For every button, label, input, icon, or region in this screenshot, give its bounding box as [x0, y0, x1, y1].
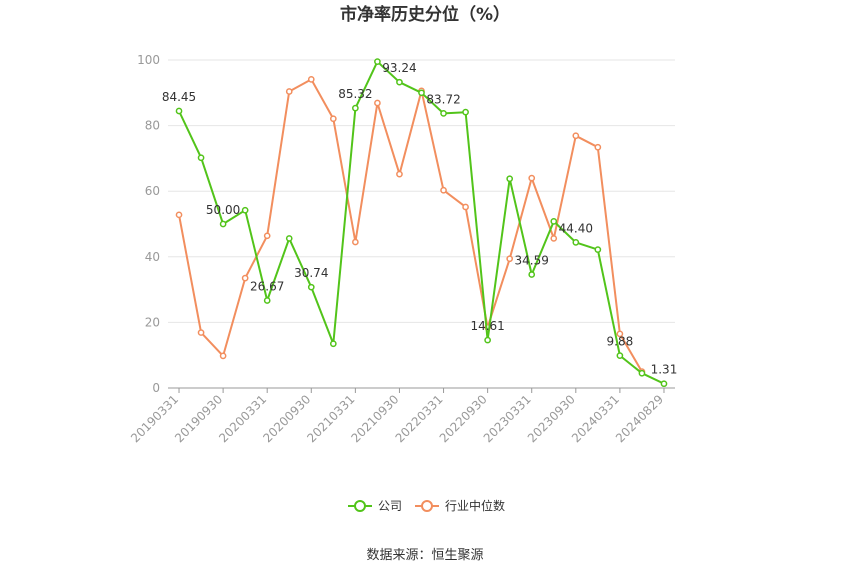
legend-marker — [421, 500, 433, 512]
data-point — [219, 352, 227, 360]
series-group — [175, 58, 668, 388]
grid — [168, 59, 675, 323]
chart-title: 市净率历史分位（%） — [340, 4, 510, 25]
data-point — [396, 78, 403, 86]
legend-label: 公司 — [378, 499, 402, 513]
y-tick-label: 20 — [145, 315, 160, 329]
data-point — [175, 107, 183, 115]
data-point — [352, 104, 359, 112]
data-point — [285, 235, 293, 242]
data-point — [594, 246, 602, 253]
y-axis: 0 20 40 60 80 100 — [137, 53, 160, 395]
data-point — [440, 110, 447, 117]
data-point — [175, 211, 183, 219]
data-label: 9.88 — [607, 335, 634, 349]
data-point — [484, 336, 491, 344]
data-point — [352, 238, 359, 246]
data-point — [616, 330, 624, 338]
data-point — [572, 132, 580, 140]
y-tick-label: 100 — [137, 53, 160, 67]
data-labels: 84.45 50.00 26.67 30.74 85.32 93.24 83.72 14.61… — [162, 61, 677, 377]
data-label: 85.32 — [338, 87, 372, 101]
data-point — [263, 297, 271, 304]
data-point — [329, 340, 337, 348]
data-point — [418, 89, 425, 97]
data-point — [528, 271, 536, 278]
data-point — [594, 143, 602, 151]
data-point — [462, 203, 469, 211]
legend-label: 行业中位数 — [445, 498, 505, 513]
y-tick-label: 0 — [152, 381, 160, 395]
data-point — [396, 170, 403, 178]
data-label: 84.45 — [162, 90, 196, 104]
data-point — [374, 58, 381, 65]
data-point — [263, 232, 271, 240]
data-label: 83.72 — [426, 92, 460, 106]
data-point — [638, 369, 646, 377]
data-point — [506, 175, 514, 183]
data-label: 26.67 — [250, 280, 284, 294]
y-tick-label: 40 — [145, 250, 160, 264]
data-point — [506, 255, 514, 263]
data-label: 50.00 — [206, 203, 240, 217]
data-label: 34.59 — [515, 254, 549, 268]
data-point — [307, 283, 315, 291]
data-point — [550, 218, 558, 225]
data-point — [241, 274, 249, 282]
data-point — [219, 220, 227, 228]
y-tick-label: 60 — [145, 184, 160, 198]
data-point — [572, 239, 580, 246]
data-point — [285, 88, 293, 95]
data-label: 14.61 — [470, 319, 504, 333]
data-point — [462, 108, 469, 116]
data-point — [660, 380, 668, 388]
data-point — [329, 115, 337, 123]
legend-marker — [354, 500, 366, 512]
x-tick-label: 20240829 — [613, 392, 666, 445]
data-label: 93.24 — [382, 61, 416, 75]
source-text: 数据来源：恒生聚源 — [366, 548, 483, 563]
data-label: 1.31 — [651, 363, 678, 377]
data-label: 30.74 — [294, 266, 328, 280]
data-point — [197, 329, 205, 336]
legend: 公司 行业中位数 — [348, 498, 505, 513]
data-point — [241, 206, 249, 214]
x-axis: 2019033120190930202003312020093020210331… — [128, 387, 675, 445]
data-point — [197, 154, 205, 162]
data-point — [528, 174, 536, 182]
data-label: 44.40 — [559, 221, 593, 235]
data-point — [616, 352, 624, 359]
data-point — [374, 99, 381, 107]
y-tick-label: 80 — [145, 119, 160, 133]
data-point — [307, 76, 315, 83]
data-point — [550, 235, 558, 242]
data-point — [440, 186, 447, 194]
